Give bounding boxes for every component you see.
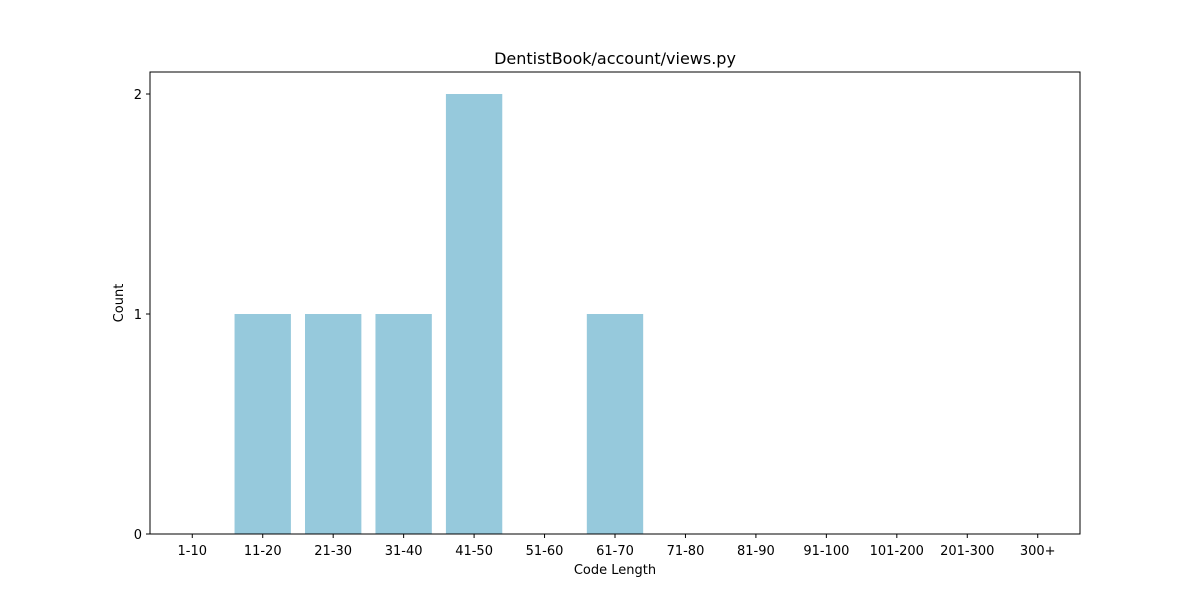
chart-title: DentistBook/account/views.py xyxy=(494,49,736,68)
x-axis: 1-10 11-20 21-30 31-40 41-50 51-60 61-70 71-80 8… xyxy=(178,534,1056,559)
x-tick-label: 91-100 xyxy=(803,544,849,559)
x-tick-label: 41-50 xyxy=(455,544,493,559)
y-tick-label: 2 xyxy=(134,88,142,103)
x-tick-label: 11-20 xyxy=(244,544,282,559)
x-tick-label: 71-80 xyxy=(667,544,705,559)
bar-41-50 xyxy=(445,94,503,534)
x-tick-label: 61-70 xyxy=(596,544,634,559)
x-tick-label: 21-30 xyxy=(314,544,352,559)
y-axis: 0 1 2 xyxy=(134,88,150,543)
x-tick-label: 31-40 xyxy=(385,544,423,559)
x-axis-label: Code Length xyxy=(574,563,656,578)
x-tick-label: 300+ xyxy=(1020,544,1056,559)
bars-layer xyxy=(234,94,644,534)
y-axis-label: Count xyxy=(112,284,127,323)
bar-31-40 xyxy=(375,314,432,534)
bar-21-30 xyxy=(305,314,362,534)
y-tick-label: 0 xyxy=(134,528,142,543)
bar-61-70 xyxy=(586,314,644,534)
y-tick-label: 1 xyxy=(134,308,142,323)
x-tick-label: 101-200 xyxy=(870,544,924,559)
bar-11-20 xyxy=(234,314,291,534)
x-tick-label: 81-90 xyxy=(737,544,775,559)
x-tick-label: 51-60 xyxy=(526,544,564,559)
x-tick-label: 201-300 xyxy=(940,544,994,559)
x-tick-label: 1-10 xyxy=(178,544,208,559)
